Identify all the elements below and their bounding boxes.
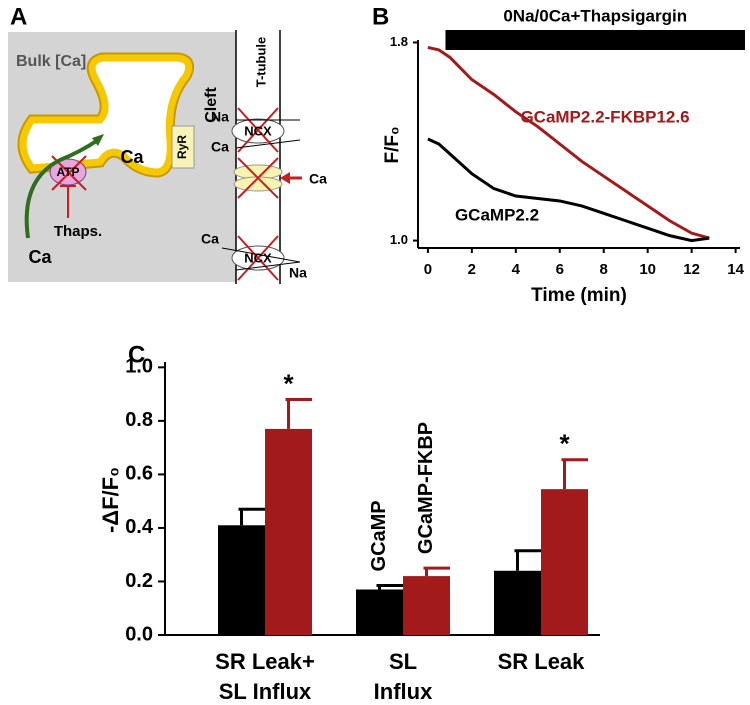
error-bar [561,458,588,490]
label: RyR [175,135,189,159]
label: Thaps. [54,223,102,240]
label: Ca [201,231,219,247]
x-tick-label: SR Leak [498,649,586,674]
x-tick-label: 12 [683,261,700,278]
panel-label: C [128,341,145,368]
treatment-bar [445,30,745,50]
significance-marker: * [559,429,570,459]
x-axis-label: Time (min) [531,285,627,306]
arrowhead [92,134,104,146]
label: Bulk [Ca] [16,53,86,70]
label: Na [289,265,307,281]
x-tick-label: 4 [512,261,521,278]
label: T-tubule [253,37,268,88]
label: NCX [244,250,272,265]
x-tick-label: SL Influx [219,679,312,704]
line [427,45,710,240]
y-tick-label: 0.4 [125,516,154,538]
y-tick-label: 0.0 [125,623,153,645]
error-bar [423,566,450,577]
y-tick-label: 1.0 [390,232,408,247]
ryr [171,125,195,169]
x-tick-label: 6 [556,261,564,278]
legend-label: GCaMP [368,500,390,571]
label: NCX [244,123,272,138]
significance-marker: * [283,368,294,398]
block-x [237,157,279,199]
diagram: A Bulk [Ca] Cleft T-tubule Na Ca NCX Ca … [8,3,327,284]
x-tick-label: 8 [600,261,608,278]
x-tick-label: 2 [468,261,476,278]
arrowhead [280,172,290,184]
ca-uptake-arrow [24,138,100,239]
line [427,137,710,243]
exchange-arrows [221,247,301,271]
y-axis-label: -ΔF/F₀ [98,467,123,533]
error-bar [376,583,403,590]
y-tick-label: 0.8 [125,409,153,431]
y-tick-label: 0.6 [125,463,153,485]
error-bar [285,397,312,429]
x-tick-label: Influx [374,679,433,704]
y-tick-label: 1.8 [390,34,408,49]
bar [218,525,265,635]
error-bar [514,549,541,571]
exchange-arrows [235,119,301,149]
bar [494,570,541,635]
x-tick-label: SR Leak+ [215,649,315,674]
panel-label: A [10,3,27,30]
y-tick-label: 0.2 [125,570,153,592]
label: ATP [56,165,79,179]
series-label: GCaMP2.2 [455,205,539,224]
x-tick-label: 14 [727,261,744,278]
legend-label: GCaMP-FKBP [415,422,437,554]
label: Ca [28,247,52,267]
label: Ca [120,147,144,167]
block-x [237,235,279,281]
x-tick-label: 10 [639,261,656,278]
bar [265,428,312,635]
inhibition [60,185,76,218]
bar [403,576,450,635]
y-axis-label: F/F₀ [382,126,403,163]
y-tick-label: 1.0 [125,356,153,378]
sr [19,54,193,176]
label: Cleft [203,87,220,123]
series-label: GCaMP2.2-FKBP12.6 [520,107,689,126]
error-bar [238,507,265,526]
label: Ca [309,171,327,187]
label: Ca [211,139,229,155]
x-tick-label: 0 [424,261,432,278]
block-x [237,107,279,153]
x-tick-label: SL [389,649,417,674]
bar [541,489,588,635]
panel-label: B [372,3,389,30]
bar [356,589,403,635]
label: Na [211,109,229,125]
treatment-label: 0Na/0Ca+Thapsigargin [503,6,687,25]
